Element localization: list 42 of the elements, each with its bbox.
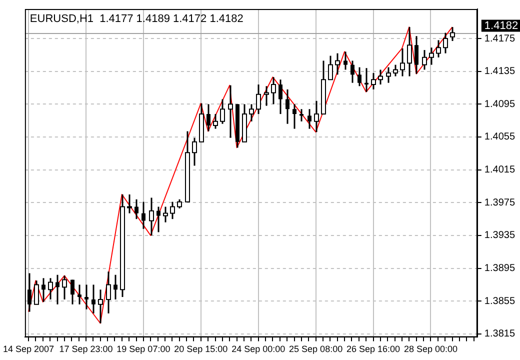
candlestick bbox=[42, 277, 46, 303]
candlestick bbox=[28, 272, 32, 313]
y-tick-label: 1.3895 bbox=[484, 263, 516, 274]
x-tick-label: 14 Sep 2007 bbox=[3, 344, 54, 354]
x-tick-label: 24 Sep 00:00 bbox=[232, 344, 286, 354]
candlestick bbox=[56, 274, 60, 306]
x-tick-label: 17 Sep 23:00 bbox=[59, 344, 113, 354]
candlestick bbox=[78, 284, 82, 306]
chart-title: EURUSD,H1 1.4177 1.4189 1.4172 1.4182 bbox=[30, 13, 244, 26]
candlestick bbox=[364, 67, 368, 93]
candlestick bbox=[350, 60, 354, 84]
candlestick bbox=[92, 284, 96, 314]
ref-line-label: 1.4182 bbox=[484, 20, 518, 32]
x-tick-label: 19 Sep 07:00 bbox=[116, 344, 170, 354]
y-tick-label: 1.4055 bbox=[484, 132, 516, 143]
y-tick-label: 1.4135 bbox=[484, 66, 516, 78]
x-tick-label: 25 Sep 08:00 bbox=[289, 344, 343, 354]
y-tick-label: 1.3975 bbox=[484, 197, 516, 208]
candlestick bbox=[414, 35, 418, 75]
candlestick bbox=[114, 274, 118, 300]
candlestick bbox=[308, 108, 312, 130]
y-tick-label: 1.3935 bbox=[484, 230, 516, 242]
y-tick-label: 1.4015 bbox=[484, 164, 516, 176]
candlestick bbox=[84, 284, 88, 310]
y-tick-label: 1.4095 bbox=[484, 98, 516, 110]
candlestick bbox=[344, 50, 348, 70]
x-tick-label: 20 Sep 15:00 bbox=[174, 344, 228, 354]
candlestick bbox=[134, 198, 138, 220]
candlestick bbox=[286, 88, 290, 125]
x-tick-label: 28 Sep 00:00 bbox=[404, 344, 458, 354]
candlestick bbox=[300, 108, 304, 122]
candlestick bbox=[156, 206, 160, 233]
candlestick bbox=[70, 279, 74, 306]
x-tick-label: 26 Sep 16:00 bbox=[346, 344, 400, 354]
y-tick-label: 1.4175 bbox=[484, 33, 516, 44]
candlestick bbox=[206, 103, 210, 132]
candlestick bbox=[292, 103, 296, 130]
y-tick-label: 1.3855 bbox=[484, 296, 516, 307]
candlestick bbox=[278, 78, 282, 115]
candlestick bbox=[142, 201, 146, 230]
candlestick bbox=[358, 66, 362, 87]
y-tick-label: 1.3815 bbox=[484, 328, 516, 340]
